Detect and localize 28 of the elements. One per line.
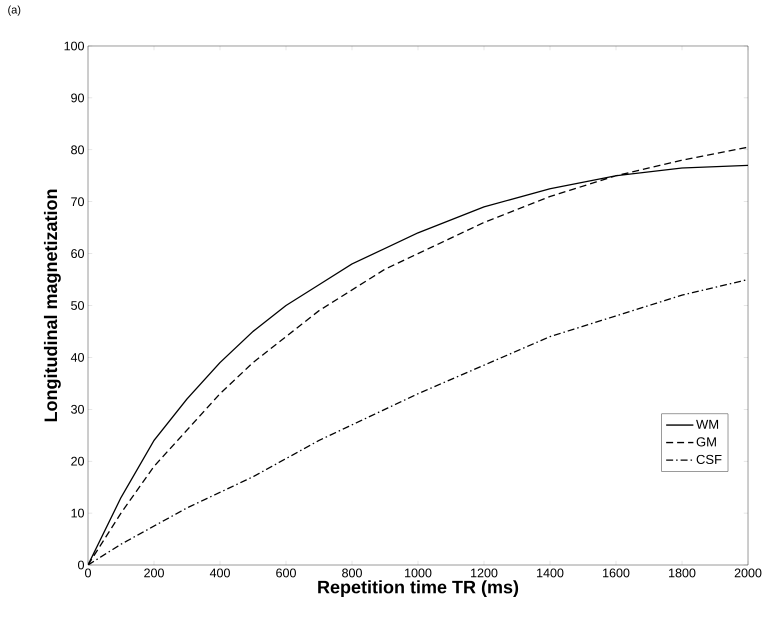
- y-tick-label: 90: [71, 93, 84, 102]
- y-tick-label: 30: [71, 404, 84, 414]
- y-tick-label: 100: [64, 42, 84, 50]
- y-tick-label: 20: [71, 456, 84, 466]
- y-tick-label: 10: [72, 508, 84, 518]
- y-tick-label: 60: [71, 249, 84, 258]
- text: (a): [8, 6, 20, 16]
- x-tick-label: 200: [144, 568, 164, 578]
- x-axis-title: Repetition time TR (ms): [318, 580, 518, 597]
- x-tick-label: 1400: [537, 568, 564, 578]
- x-tick-label: 600: [276, 568, 296, 578]
- legend-label: CSF: [696, 454, 722, 464]
- x-tick-label: 0: [85, 568, 91, 578]
- y-tick-label: 50: [71, 301, 84, 310]
- legend-label: WM: [696, 420, 718, 429]
- x-tick-label: 2000: [734, 568, 762, 578]
- x-tick-label: 1200: [471, 568, 498, 578]
- x-tick-label: 1000: [405, 568, 432, 578]
- y-tick-label: 0: [78, 560, 84, 570]
- x-tick-label: 400: [210, 568, 230, 578]
- x-tick-label: 1600: [603, 568, 630, 578]
- y-tick-label: 80: [71, 145, 84, 154]
- legend-label: GM: [696, 437, 716, 446]
- y-tick-label: 40: [70, 352, 84, 362]
- x-tick-label: 1800: [669, 568, 696, 578]
- x-tick-label: 800: [342, 568, 362, 578]
- y-axis-title: Longitudinal magnetization: [44, 190, 61, 422]
- y-tick-label: 70: [71, 197, 84, 206]
